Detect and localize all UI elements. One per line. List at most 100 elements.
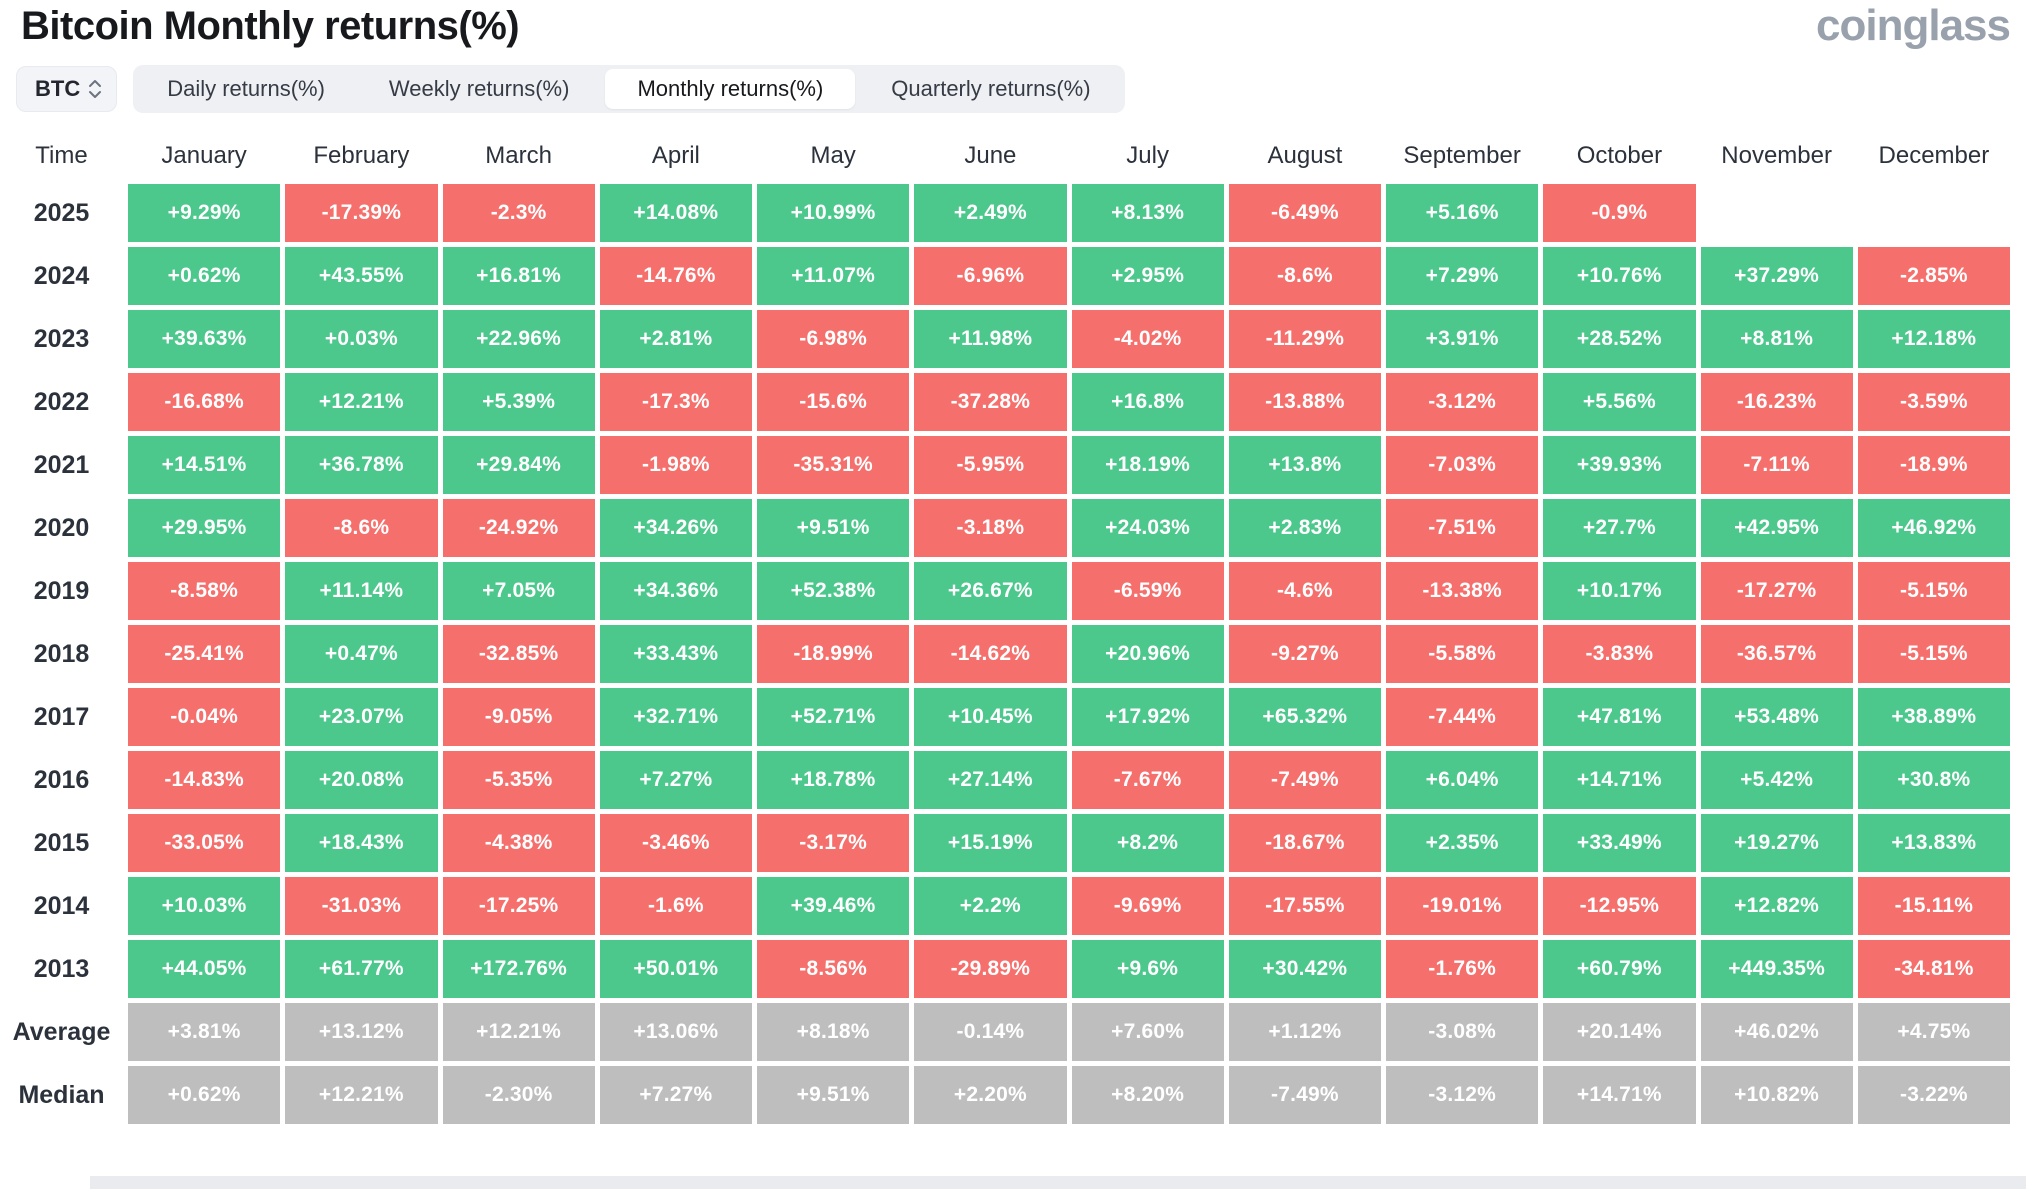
return-cell: -3.22% xyxy=(1857,1066,2010,1124)
coin-selector[interactable]: BTC xyxy=(16,66,118,112)
tab-daily-returns[interactable]: Daily returns(%) xyxy=(135,65,357,113)
return-cell: +2.49% xyxy=(914,184,1067,242)
col-header-august: August xyxy=(1228,133,1381,179)
return-cell: +27.7% xyxy=(1543,499,1696,557)
return-cell: -1.6% xyxy=(599,877,752,935)
return-cell: +44.05% xyxy=(128,940,281,998)
return-cell: +38.89% xyxy=(1857,688,2010,746)
return-cell: +10.17% xyxy=(1543,562,1696,620)
return-cell: +8.81% xyxy=(1700,310,1853,368)
return-cell: +65.32% xyxy=(1228,688,1381,746)
return-cell: +12.21% xyxy=(285,373,438,431)
return-cell: -8.6% xyxy=(1228,247,1381,305)
return-cell: -6.49% xyxy=(1228,184,1381,242)
return-cell: +10.82% xyxy=(1700,1066,1853,1124)
return-cell: -25.41% xyxy=(128,625,281,683)
return-cell: +16.81% xyxy=(442,247,595,305)
empty-cell xyxy=(1858,184,2010,242)
return-cell: -17.27% xyxy=(1700,562,1853,620)
return-cell: -19.01% xyxy=(1386,877,1539,935)
return-cell: -0.9% xyxy=(1543,184,1696,242)
page-title: Bitcoin Monthly returns(%) xyxy=(21,4,520,48)
row-label-2020: 2020 xyxy=(0,499,123,557)
return-cell: +46.02% xyxy=(1700,1003,1853,1061)
return-cell: +39.46% xyxy=(757,877,910,935)
return-cell: +2.35% xyxy=(1386,814,1539,872)
return-cell: +10.99% xyxy=(757,184,910,242)
return-cell: +9.29% xyxy=(128,184,281,242)
return-cell: -6.59% xyxy=(1071,562,1224,620)
return-cell: +29.84% xyxy=(442,436,595,494)
row-label-2023: 2023 xyxy=(0,310,123,368)
return-cell: -7.49% xyxy=(1228,1066,1381,1124)
return-cell: -16.23% xyxy=(1700,373,1853,431)
return-cell: +6.04% xyxy=(1386,751,1539,809)
row-label-median: Median xyxy=(0,1066,123,1124)
row-label-2024: 2024 xyxy=(0,247,123,305)
return-cell: -12.95% xyxy=(1543,877,1696,935)
return-cell: -3.17% xyxy=(757,814,910,872)
col-header-november: November xyxy=(1700,133,1853,179)
empty-cell xyxy=(1701,184,1853,242)
return-cell: +3.91% xyxy=(1386,310,1539,368)
row-label-2017: 2017 xyxy=(0,688,123,746)
return-cell: +9.51% xyxy=(757,499,910,557)
row-label-2019: 2019 xyxy=(0,562,123,620)
return-cell: -2.30% xyxy=(442,1066,595,1124)
return-cell: +0.62% xyxy=(128,247,281,305)
return-cell: -1.98% xyxy=(599,436,752,494)
col-header-february: February xyxy=(285,133,438,179)
return-cell: -35.31% xyxy=(757,436,910,494)
return-cell: +12.21% xyxy=(442,1003,595,1061)
return-cell: +16.8% xyxy=(1071,373,1224,431)
return-cell: -8.58% xyxy=(128,562,281,620)
return-cell: +8.20% xyxy=(1071,1066,1224,1124)
return-cell: -5.35% xyxy=(442,751,595,809)
return-cell: -6.96% xyxy=(914,247,1067,305)
return-cell: -18.9% xyxy=(1857,436,2010,494)
return-cell: +0.03% xyxy=(285,310,438,368)
return-cell: +39.63% xyxy=(128,310,281,368)
col-header-june: June xyxy=(914,133,1067,179)
return-cell: -3.59% xyxy=(1857,373,2010,431)
return-cell: +7.27% xyxy=(599,751,752,809)
return-cell: +24.03% xyxy=(1071,499,1224,557)
tab-weekly-returns[interactable]: Weekly returns(%) xyxy=(357,65,602,113)
return-cell: -2.3% xyxy=(442,184,595,242)
row-label-2025: 2025 xyxy=(0,184,123,242)
return-cell: -4.38% xyxy=(442,814,595,872)
row-label-2022: 2022 xyxy=(0,373,123,431)
row-label-2018: 2018 xyxy=(0,625,123,683)
return-cell: +449.35% xyxy=(1700,940,1853,998)
col-header-time: Time xyxy=(0,133,123,179)
return-cell: +7.05% xyxy=(442,562,595,620)
tab-quarterly-returns[interactable]: Quarterly returns(%) xyxy=(859,65,1122,113)
return-cell: -18.67% xyxy=(1228,814,1381,872)
return-cell: -32.85% xyxy=(442,625,595,683)
return-cell: -7.67% xyxy=(1071,751,1224,809)
tab-monthly-returns[interactable]: Monthly returns(%) xyxy=(605,69,856,109)
return-cell: -17.55% xyxy=(1228,877,1381,935)
return-cell: +11.14% xyxy=(285,562,438,620)
return-cell: +33.43% xyxy=(599,625,752,683)
return-cell: +7.27% xyxy=(599,1066,752,1124)
return-cell: +26.67% xyxy=(914,562,1067,620)
return-cell: -3.18% xyxy=(914,499,1067,557)
return-cell: +23.07% xyxy=(285,688,438,746)
return-cell: +172.76% xyxy=(442,940,595,998)
return-cell: +2.83% xyxy=(1228,499,1381,557)
return-cell: -33.05% xyxy=(128,814,281,872)
return-cell: -16.68% xyxy=(128,373,281,431)
return-cell: +18.78% xyxy=(757,751,910,809)
return-cell: +0.62% xyxy=(128,1066,281,1124)
col-header-april: April xyxy=(599,133,752,179)
return-cell: +13.12% xyxy=(285,1003,438,1061)
return-cell: -5.15% xyxy=(1857,625,2010,683)
return-cell: -5.95% xyxy=(914,436,1067,494)
return-cell: +53.48% xyxy=(1700,688,1853,746)
return-cell: +52.71% xyxy=(757,688,910,746)
return-cell: -9.05% xyxy=(442,688,595,746)
return-cell: +33.49% xyxy=(1543,814,1696,872)
return-cell: -7.51% xyxy=(1386,499,1539,557)
return-cell: -6.98% xyxy=(757,310,910,368)
